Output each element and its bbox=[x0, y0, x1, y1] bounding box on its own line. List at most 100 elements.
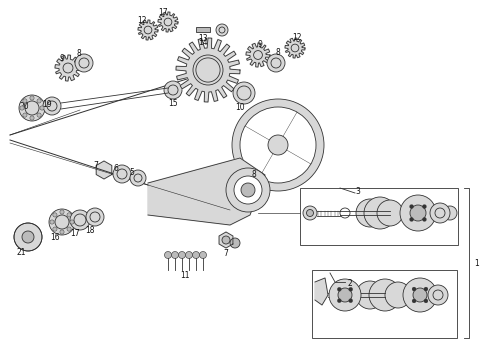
Text: 20: 20 bbox=[19, 102, 29, 111]
Polygon shape bbox=[138, 20, 158, 40]
Circle shape bbox=[364, 197, 396, 229]
Circle shape bbox=[19, 95, 45, 121]
Circle shape bbox=[349, 299, 353, 303]
Circle shape bbox=[178, 252, 186, 258]
Circle shape bbox=[240, 107, 316, 183]
Circle shape bbox=[30, 116, 34, 120]
Circle shape bbox=[70, 210, 90, 230]
Circle shape bbox=[403, 278, 437, 312]
Bar bbox=[312, 270, 457, 338]
Text: 7: 7 bbox=[223, 249, 228, 258]
Text: 16: 16 bbox=[50, 233, 60, 242]
Circle shape bbox=[230, 238, 240, 248]
Circle shape bbox=[37, 99, 41, 103]
Circle shape bbox=[14, 223, 42, 251]
Circle shape bbox=[186, 252, 193, 258]
Circle shape bbox=[412, 287, 416, 291]
Circle shape bbox=[400, 195, 436, 231]
Circle shape bbox=[30, 96, 34, 100]
Circle shape bbox=[20, 106, 24, 110]
Circle shape bbox=[86, 208, 104, 226]
Circle shape bbox=[216, 24, 228, 36]
Circle shape bbox=[422, 217, 426, 221]
Text: 8: 8 bbox=[252, 170, 256, 179]
Circle shape bbox=[369, 279, 401, 311]
Circle shape bbox=[113, 165, 131, 183]
Circle shape bbox=[49, 209, 75, 235]
Circle shape bbox=[349, 287, 353, 291]
Bar bbox=[196, 27, 210, 32]
Circle shape bbox=[60, 210, 64, 214]
Circle shape bbox=[241, 183, 255, 197]
Circle shape bbox=[413, 288, 427, 302]
Circle shape bbox=[337, 299, 342, 303]
Circle shape bbox=[53, 213, 57, 217]
Polygon shape bbox=[55, 55, 81, 81]
Text: 21: 21 bbox=[16, 248, 26, 257]
Polygon shape bbox=[148, 158, 265, 225]
Text: 9: 9 bbox=[258, 40, 263, 49]
Text: 19: 19 bbox=[42, 99, 52, 108]
Text: 6: 6 bbox=[114, 163, 119, 172]
Circle shape bbox=[338, 288, 352, 302]
Text: 13: 13 bbox=[198, 33, 208, 42]
Text: 3: 3 bbox=[355, 186, 360, 195]
Text: 5: 5 bbox=[129, 167, 134, 176]
Circle shape bbox=[164, 81, 182, 99]
Bar bbox=[300, 188, 458, 245]
Text: 17: 17 bbox=[70, 229, 80, 238]
Circle shape bbox=[23, 113, 27, 117]
Circle shape bbox=[430, 203, 450, 223]
Circle shape bbox=[424, 299, 428, 303]
Text: 8: 8 bbox=[275, 48, 280, 57]
Circle shape bbox=[329, 279, 361, 311]
Polygon shape bbox=[96, 161, 112, 179]
Circle shape bbox=[222, 236, 230, 244]
Circle shape bbox=[356, 199, 384, 227]
Text: 1: 1 bbox=[474, 258, 479, 267]
Circle shape bbox=[53, 227, 57, 231]
Circle shape bbox=[67, 227, 71, 231]
Circle shape bbox=[172, 252, 178, 258]
Circle shape bbox=[232, 99, 324, 191]
Polygon shape bbox=[176, 38, 240, 102]
Circle shape bbox=[60, 230, 64, 234]
Text: 10: 10 bbox=[235, 103, 245, 112]
Polygon shape bbox=[315, 278, 328, 305]
Circle shape bbox=[267, 54, 285, 72]
Text: 2: 2 bbox=[348, 279, 353, 288]
Circle shape bbox=[67, 213, 71, 217]
Polygon shape bbox=[285, 38, 305, 58]
Circle shape bbox=[50, 220, 54, 224]
Text: 18: 18 bbox=[85, 225, 95, 234]
Circle shape bbox=[75, 54, 93, 72]
Polygon shape bbox=[219, 232, 233, 248]
Circle shape bbox=[422, 204, 426, 208]
Circle shape bbox=[385, 282, 411, 308]
Circle shape bbox=[410, 217, 414, 221]
Circle shape bbox=[307, 210, 314, 216]
Circle shape bbox=[428, 285, 448, 305]
Text: 17: 17 bbox=[158, 8, 168, 17]
Polygon shape bbox=[246, 43, 270, 67]
Circle shape bbox=[410, 205, 426, 221]
Circle shape bbox=[165, 252, 172, 258]
Text: 12: 12 bbox=[137, 15, 147, 24]
Circle shape bbox=[410, 204, 414, 208]
Circle shape bbox=[303, 206, 317, 220]
Circle shape bbox=[268, 135, 288, 155]
Circle shape bbox=[199, 252, 206, 258]
Circle shape bbox=[443, 206, 457, 220]
Circle shape bbox=[37, 113, 41, 117]
Text: 11: 11 bbox=[180, 271, 190, 280]
Circle shape bbox=[226, 168, 270, 212]
Circle shape bbox=[43, 97, 61, 115]
Circle shape bbox=[337, 287, 342, 291]
Text: 7: 7 bbox=[94, 161, 98, 170]
Circle shape bbox=[412, 299, 416, 303]
Circle shape bbox=[356, 281, 384, 309]
Text: 9: 9 bbox=[60, 54, 65, 63]
Circle shape bbox=[424, 287, 428, 291]
Text: 12: 12 bbox=[292, 32, 302, 41]
Circle shape bbox=[233, 82, 255, 104]
